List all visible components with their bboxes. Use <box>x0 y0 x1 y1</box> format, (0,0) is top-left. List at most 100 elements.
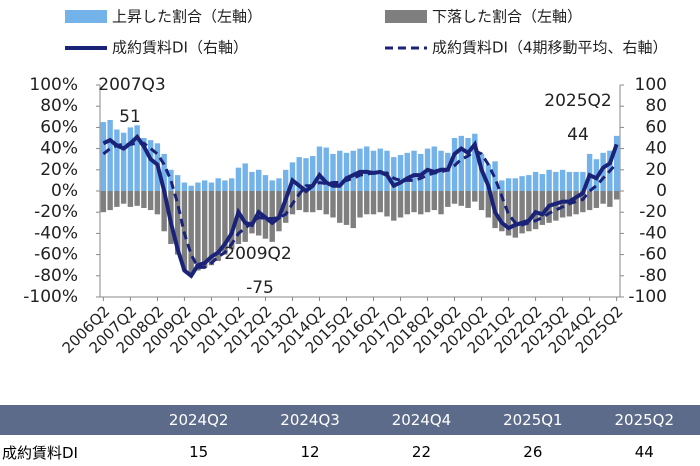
bar <box>107 191 113 211</box>
bar <box>418 191 424 215</box>
y-tick-label: -100% <box>23 287 78 307</box>
bar <box>147 140 154 191</box>
bar <box>228 191 235 250</box>
bar <box>141 191 147 208</box>
column-header: 2024Q2 <box>142 405 255 435</box>
bar <box>424 191 431 213</box>
bar <box>505 178 512 191</box>
y-tick-label: -20% <box>34 202 78 222</box>
bar <box>323 147 329 191</box>
bar <box>242 163 248 191</box>
bar <box>458 191 464 206</box>
bar <box>438 191 444 215</box>
bar <box>472 133 478 191</box>
bar <box>519 191 525 234</box>
annotation: 51 <box>119 107 141 127</box>
y-tick-label: -80% <box>34 266 78 286</box>
bar <box>181 191 188 271</box>
bar <box>445 191 451 207</box>
bar <box>472 191 478 202</box>
y2-tick-label: 60 <box>645 117 667 137</box>
column-header: 2025Q1 <box>477 405 589 435</box>
bar <box>296 157 302 191</box>
legend-swatch <box>385 10 427 23</box>
bar <box>310 191 316 213</box>
bar <box>215 191 221 261</box>
bar <box>242 191 248 242</box>
bar <box>377 191 383 213</box>
bar <box>357 191 363 218</box>
bar <box>343 191 350 225</box>
bar <box>276 178 282 191</box>
y2-tick-label: -20 <box>639 202 667 222</box>
bar <box>431 146 437 191</box>
bar <box>370 191 377 215</box>
bar <box>154 191 161 215</box>
bar <box>316 146 323 191</box>
bar <box>249 171 255 191</box>
annotation: -75 <box>246 278 274 298</box>
bar <box>181 182 188 191</box>
bar <box>201 180 208 191</box>
y2-tick-label: 80 <box>645 96 667 116</box>
bar <box>559 191 566 218</box>
cell: 15 <box>142 435 255 466</box>
bar <box>350 191 356 229</box>
bar <box>269 191 275 242</box>
bar <box>458 135 464 191</box>
moving-average-line <box>102 141 618 269</box>
bar <box>350 150 356 191</box>
legend-label: 成約賃料DI（4期移動平均、右軸） <box>432 39 668 57</box>
y-tick-label: 100% <box>29 75 78 95</box>
bar <box>512 191 519 238</box>
bar <box>485 164 492 191</box>
bar <box>411 150 417 191</box>
bar <box>208 191 215 266</box>
bar <box>337 150 343 191</box>
legend-label: 上昇した割合（左軸） <box>112 8 262 26</box>
bar <box>512 178 519 191</box>
bar <box>276 191 282 232</box>
table-row: 成約賃料DI 15 12 22 26 44 <box>0 435 700 466</box>
bar <box>303 191 309 213</box>
bar <box>256 169 262 191</box>
bar <box>100 191 107 213</box>
bar <box>188 185 194 191</box>
bar <box>478 191 485 211</box>
data-table: 2024Q2 2024Q3 2024Q4 2025Q1 2025Q2 成約賃料DI 15 1… <box>0 405 700 466</box>
bar <box>384 191 390 217</box>
y-tick-label: 60% <box>40 117 78 137</box>
cell: 26 <box>477 435 589 466</box>
bar <box>120 191 127 204</box>
bar <box>566 171 573 191</box>
bar <box>296 191 302 211</box>
y2-tick-label: -100 <box>628 287 667 307</box>
bar <box>451 191 458 204</box>
legend-label: 成約賃料DI（右軸） <box>112 39 248 57</box>
bar <box>127 191 134 207</box>
y-tick-label: 20% <box>40 160 78 180</box>
bar <box>418 153 424 191</box>
cell: 成約賃料DI <box>0 435 143 466</box>
bar <box>195 191 201 271</box>
bar <box>532 191 539 230</box>
bar <box>553 171 559 191</box>
bar <box>330 191 336 218</box>
bar <box>526 175 532 191</box>
bar <box>201 191 208 268</box>
bar <box>222 191 228 255</box>
bar <box>235 167 242 191</box>
bar <box>222 180 228 191</box>
y-tick-label: -60% <box>34 245 78 265</box>
bar <box>384 150 390 191</box>
y2-tick-label: 0 <box>656 181 667 201</box>
bar <box>600 152 606 191</box>
y-tick-label: 40% <box>40 139 78 159</box>
bar <box>546 169 552 191</box>
bar <box>364 191 370 215</box>
bar <box>141 138 147 191</box>
bar <box>208 182 215 191</box>
bar <box>532 171 539 191</box>
bar <box>370 150 377 191</box>
bar <box>283 169 289 191</box>
